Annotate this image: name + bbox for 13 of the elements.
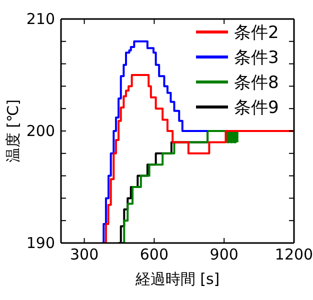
legend-label: 条件2 [234, 23, 279, 43]
legend-label: 条件9 [234, 98, 279, 118]
legend-label: 条件8 [234, 73, 279, 93]
x-tick-label: 300 [70, 246, 99, 264]
legend-label: 条件3 [234, 48, 279, 68]
x-axis-title: 経過時間 [s] [134, 270, 220, 288]
y-tick-label: 210 [26, 10, 55, 28]
x-tick-label: 900 [210, 246, 238, 264]
x-tick-label: 1200 [274, 246, 313, 264]
y-axis-title: 温度 [℃] [4, 99, 22, 163]
y-tick-label: 200 [26, 122, 55, 140]
y-tick-label: 190 [26, 234, 55, 252]
x-tick-label: 600 [140, 246, 169, 264]
